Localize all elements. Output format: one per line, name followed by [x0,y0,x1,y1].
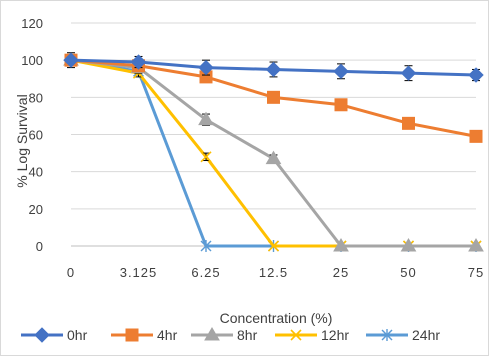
series-group [63,52,484,252]
data-point [267,90,280,104]
data-point [468,67,484,83]
x-tick-label: 6.25 [191,265,220,280]
series-0hr [63,52,484,83]
data-point [200,240,212,252]
data-point [402,116,415,130]
legend-marker [125,328,139,342]
data-point [63,52,79,68]
y-tick-label: 60 [29,128,43,143]
x-tick-label: 0 [67,265,75,280]
x-tick-label: 12.5 [259,265,288,280]
data-point [265,150,282,165]
y-tick-label: 40 [29,165,43,180]
data-point [198,59,214,76]
legend-marker [204,327,220,341]
legend: 0hr 4hr 8hr 12hr 24hr [21,327,440,343]
legend-item-0hr: 0hr [21,327,88,343]
x-tick-label: 25 [333,265,349,280]
data-point [334,98,348,112]
legend-marker [34,327,50,343]
data-point [130,54,147,70]
legend-item-24hr: 24hr [366,327,440,343]
x-tick-label: 50 [400,265,416,280]
legend-marker [381,329,393,341]
legend-marker [290,329,302,341]
data-point [400,65,417,81]
data-point [200,151,212,163]
gridlines [71,22,476,210]
tick-labels: 0 20 40 60 80 100 120 0 3.125 6.25 12.5 25 50 75 [21,16,484,280]
x-tick-label: 3.125 [120,265,158,280]
x-axis-title: Concentration (%) [220,310,333,326]
legend-label: 8hr [237,327,258,343]
legend-label: 0hr [67,327,88,343]
legend-label: 24hr [412,327,440,343]
legend-label: 12hr [321,327,349,343]
legend-item-12hr: 12hr [275,327,349,343]
y-tick-label: 100 [21,53,43,68]
data-point [333,238,349,252]
data-point [469,129,483,143]
data-point [468,238,484,252]
y-tick-label: 80 [29,90,43,105]
legend-item-4hr: 4hr [111,327,178,343]
legend-label: 4hr [157,327,178,343]
y-tick-label: 0 [36,239,43,254]
series-8hr [63,52,484,252]
data-point [198,111,214,126]
y-tick-label: 20 [29,202,43,217]
data-point [265,61,282,78]
data-point [333,63,349,80]
data-point [267,240,280,252]
x-tick-label: 75 [468,265,484,280]
y-axis-title: % Log Survival [14,94,30,187]
data-point [400,238,417,252]
legend-item-8hr: 8hr [191,327,258,343]
y-tick-label: 120 [21,16,43,31]
